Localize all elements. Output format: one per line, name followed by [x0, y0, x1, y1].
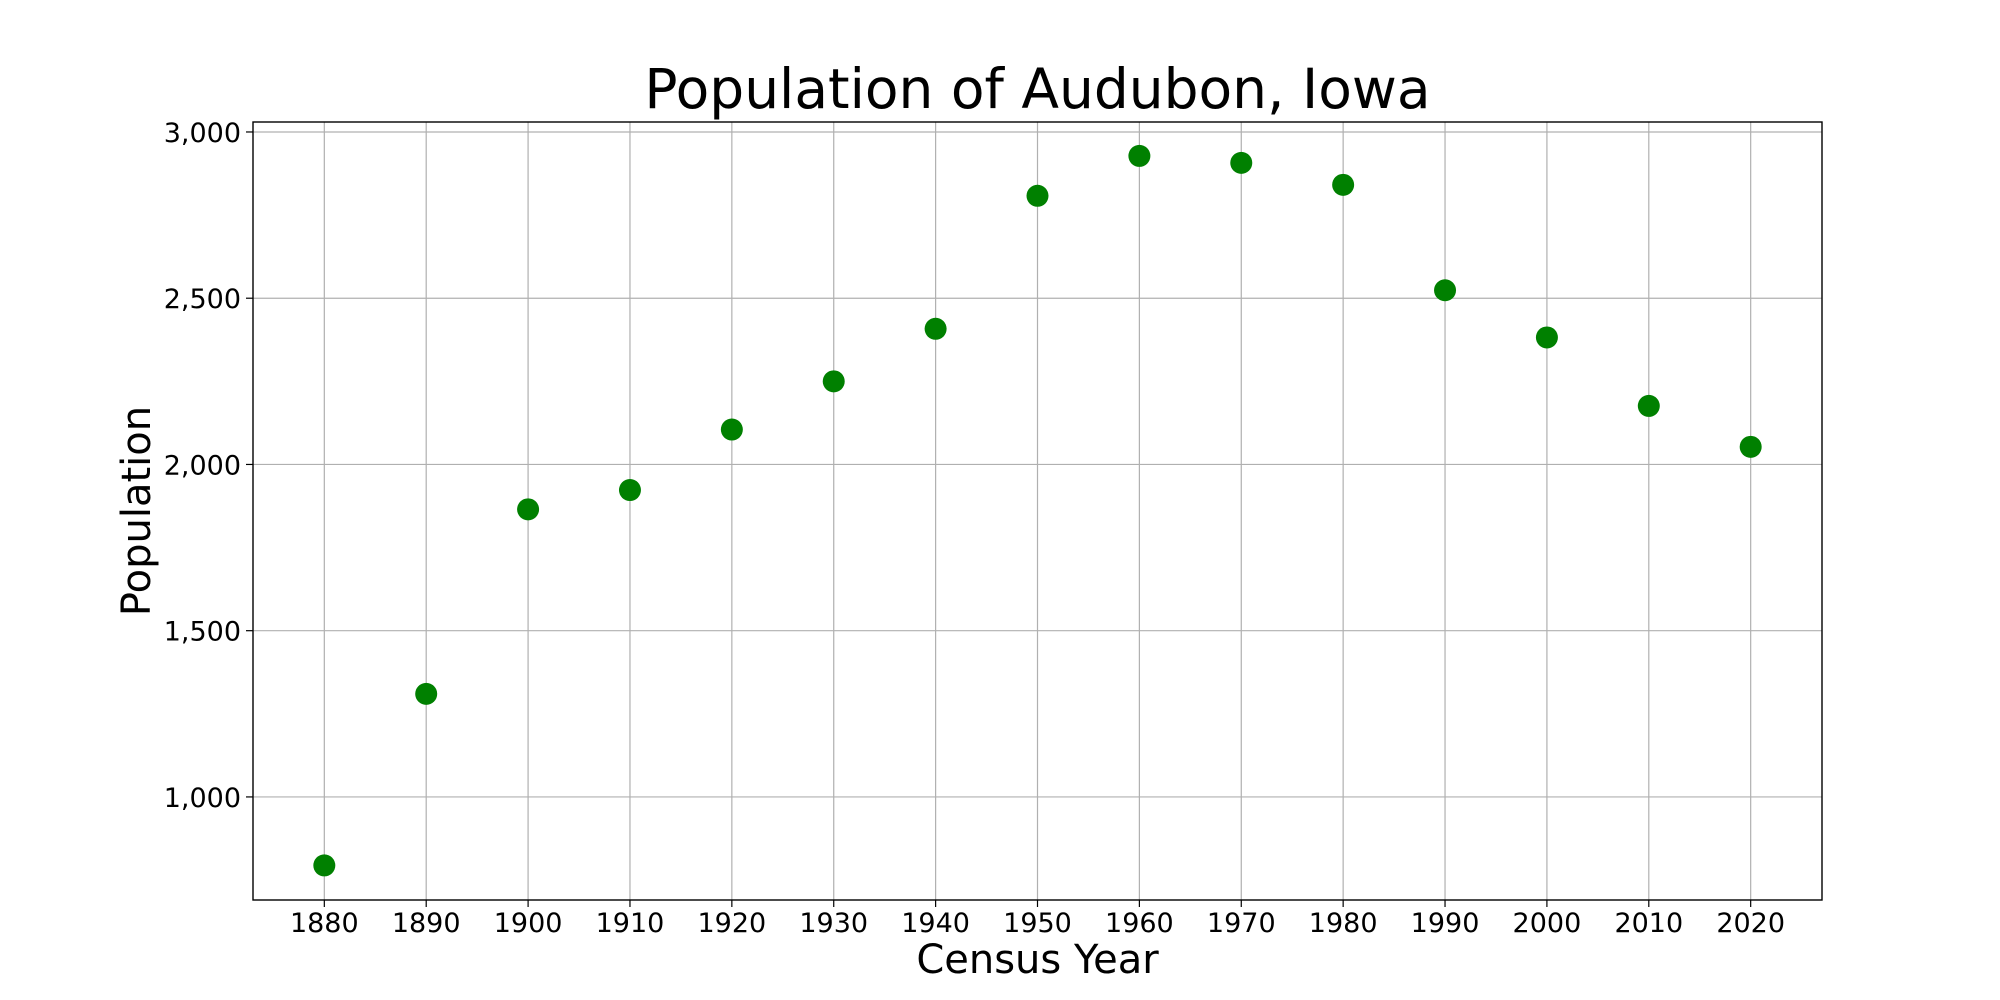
data-point-1900 — [517, 498, 540, 521]
x-tick-label: 1900 — [494, 908, 563, 939]
y-tick-label: 3,000 — [164, 118, 241, 149]
data-point-2010 — [1637, 394, 1660, 417]
data-point-1910 — [618, 479, 641, 502]
x-tick-label: 1920 — [697, 908, 766, 939]
x-tick-label: 1930 — [799, 908, 868, 939]
data-point-1980 — [1332, 173, 1355, 196]
data-point-1890 — [415, 682, 438, 705]
data-point-1920 — [720, 418, 743, 441]
grid — [253, 122, 1822, 900]
x-tick-label: 1960 — [1105, 908, 1174, 939]
data-point-1990 — [1434, 279, 1457, 302]
data-point-2020 — [1739, 435, 1762, 458]
x-tick-label: 1970 — [1207, 908, 1276, 939]
x-tick-label: 2020 — [1716, 908, 1785, 939]
x-tick-label: 2000 — [1513, 908, 1582, 939]
data-point-2000 — [1535, 326, 1558, 349]
x-tick-label: 1990 — [1411, 908, 1480, 939]
data-point-1970 — [1230, 151, 1253, 174]
chart-title: Population of Audubon, Iowa — [644, 57, 1430, 121]
x-tick-label: 2010 — [1614, 908, 1683, 939]
y-tick-label: 2,500 — [164, 284, 241, 315]
data-point-1940 — [924, 317, 947, 340]
x-axis-ticks: 1880 1890 1900 1910 1920 1930 1940 1950 1960 1970… — [290, 900, 1785, 939]
y-tick-label: 1,500 — [164, 617, 241, 648]
x-tick-label: 1980 — [1309, 908, 1378, 939]
y-axis-ticks: 1,000 1,500 2,000 2,500 3,000 — [164, 118, 253, 814]
plot-area-frame — [252, 121, 1823, 901]
data-point-1950 — [1026, 184, 1049, 207]
x-axis-title: Census Year — [916, 937, 1159, 983]
data-points — [313, 144, 1762, 877]
x-tick-label: 1890 — [392, 908, 461, 939]
data-point-1930 — [822, 370, 845, 393]
x-tick-label: 1910 — [596, 908, 665, 939]
data-point-1880 — [313, 854, 336, 877]
data-point-1960 — [1128, 144, 1151, 167]
x-tick-label: 1950 — [1003, 908, 1072, 939]
x-tick-label: 1880 — [290, 908, 359, 939]
x-tick-label: 1940 — [901, 908, 970, 939]
y-tick-label: 2,000 — [164, 450, 241, 481]
y-tick-label: 1,000 — [164, 783, 241, 814]
y-axis-title: Population — [114, 406, 160, 616]
